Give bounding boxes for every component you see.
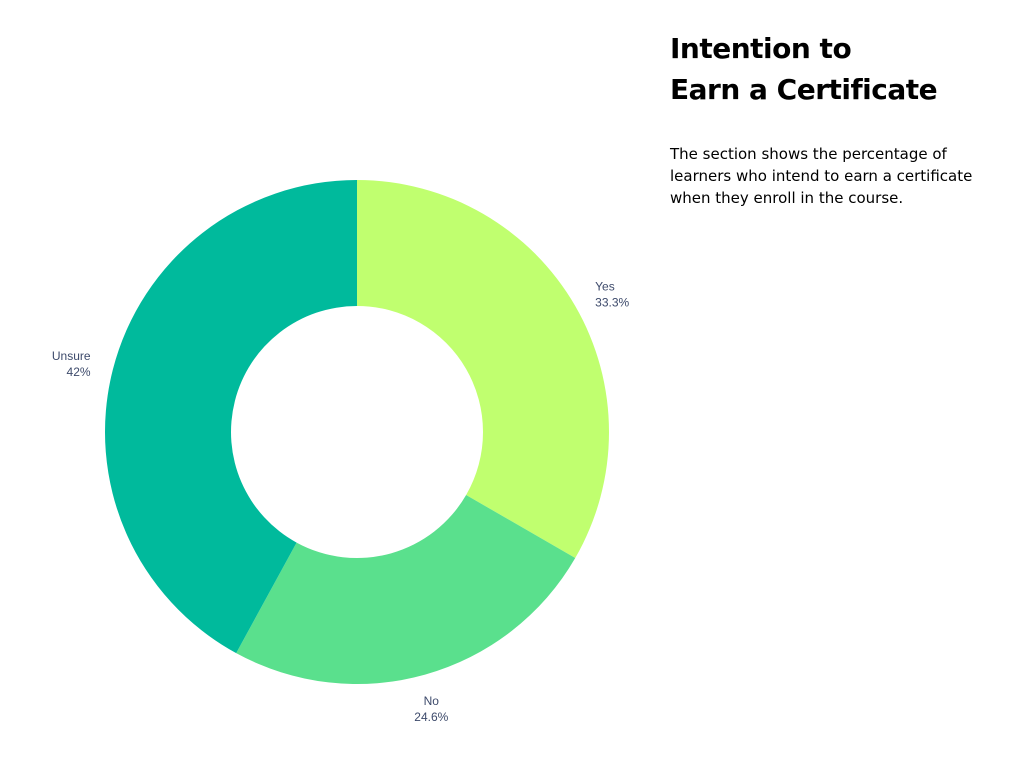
label-no-value: 24.6%	[414, 710, 448, 724]
label-yes-name: Yes	[595, 280, 615, 294]
label-yes-value: 33.3%	[595, 296, 629, 310]
chart-description: The section shows the percentage of lear…	[670, 145, 973, 207]
slice-no	[236, 495, 576, 684]
donut-slices	[104, 180, 609, 684]
slice-yes	[357, 180, 609, 558]
label-no-name: No	[424, 694, 440, 708]
donut-labels: Yes 33.3% No 24.6% Unsure 42%	[52, 280, 630, 724]
slice-unsure	[104, 180, 357, 654]
chart-title-line-2: Earn a Certificate	[670, 73, 938, 106]
label-unsure-name: Unsure	[52, 349, 91, 363]
chart-title-line-1: Intention to	[670, 32, 852, 65]
title-block: Intention to Earn a Certificate	[670, 28, 1000, 110]
label-unsure-value: 42%	[67, 365, 91, 379]
